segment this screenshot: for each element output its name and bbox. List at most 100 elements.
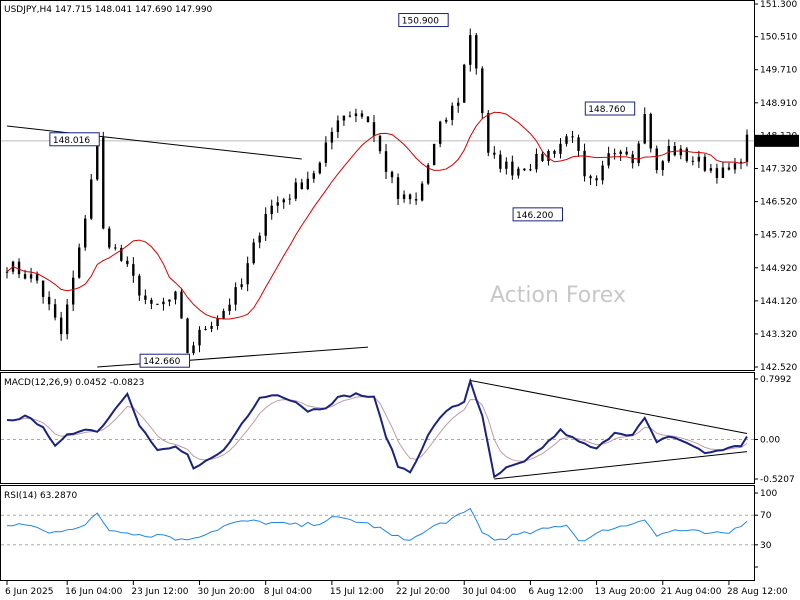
rsi-header: RSI(14) 63.2870 xyxy=(4,491,77,501)
price-bar-body xyxy=(288,198,291,200)
grid-lines xyxy=(1,140,754,546)
price-bar-body xyxy=(282,199,285,203)
price-bar-body xyxy=(577,137,580,151)
price-ytick-label: 143.320 xyxy=(760,330,797,340)
price-bar-body xyxy=(408,194,412,200)
price-bar-body xyxy=(685,148,689,161)
price-bar-body xyxy=(186,318,189,354)
x-tick-label: 6 Aug 12:00 xyxy=(528,587,583,597)
rsi-ytick-label: 70 xyxy=(760,511,772,521)
price-bar-body xyxy=(661,161,664,171)
price-bar-body xyxy=(673,145,676,156)
price-bar-body xyxy=(228,304,231,311)
price-bar-body xyxy=(679,148,683,156)
macd-line xyxy=(6,377,748,479)
x-tick-label: 6 Jun 2025 xyxy=(5,587,53,597)
price-bar-body xyxy=(360,113,364,117)
rsi-series xyxy=(7,507,748,542)
macd-panel xyxy=(0,372,755,484)
price-bar-body xyxy=(336,120,340,132)
price-bar-body xyxy=(697,156,701,162)
price-bar-body xyxy=(547,150,550,162)
price-bar-body xyxy=(463,64,466,103)
rsi-ytick-label: 100 xyxy=(760,489,777,499)
price-panel xyxy=(0,0,755,371)
price-bar-body xyxy=(499,154,502,169)
price-bar-body xyxy=(432,143,436,166)
price-bar-body xyxy=(35,274,39,281)
price-ytick-label: 151.300 xyxy=(760,0,797,10)
x-tick-label: 8 Jul 04:00 xyxy=(264,587,313,597)
price-bar-body xyxy=(276,202,279,206)
macd-trendline xyxy=(470,379,748,434)
price-bar-body xyxy=(330,131,334,143)
price-bar-body xyxy=(41,280,45,297)
price-bar-body xyxy=(168,299,171,302)
price-trendline xyxy=(97,346,369,368)
price-bar-body xyxy=(312,173,316,179)
price-bar-body xyxy=(541,153,544,162)
price-bar-body xyxy=(378,135,382,152)
price-ytick-label: 150.510 xyxy=(760,33,797,43)
price-bar-body xyxy=(655,148,658,171)
price-bar-body xyxy=(511,161,514,176)
price-bar-body xyxy=(505,161,508,169)
price-bar-body xyxy=(180,291,183,319)
price-level-box xyxy=(584,101,636,116)
macd-ytick-label: -0.5207 xyxy=(760,475,795,485)
price-bar-body xyxy=(457,102,460,106)
price-bar-body xyxy=(384,151,388,172)
price-bar-body xyxy=(517,168,520,176)
price-bar-body xyxy=(667,145,670,162)
price-ytick-label: 148.910 xyxy=(760,99,797,109)
price-bar-body xyxy=(96,137,99,180)
x-tick-label: 30 Jun 20:00 xyxy=(198,587,255,597)
price-bar-body xyxy=(90,179,93,219)
price-bar-body xyxy=(390,171,394,178)
price-bar-body xyxy=(637,143,640,164)
price-trendline xyxy=(6,125,302,160)
price-bar-body xyxy=(571,136,574,138)
price-bar-body xyxy=(108,228,111,248)
price-bar-body xyxy=(23,274,27,279)
price-bar-body xyxy=(294,182,297,199)
price-ytick-label: 144.120 xyxy=(760,297,797,307)
price-ytick-label: 142.520 xyxy=(760,363,797,373)
price-bar-body xyxy=(493,152,496,155)
price-bar-body xyxy=(132,264,135,276)
price-level-label: 148.016 xyxy=(53,136,90,146)
macd-header: MACD(12,26,9) 0.0452 -0.0823 xyxy=(4,378,144,388)
x-tick-label: 28 Aug 12:00 xyxy=(727,587,788,597)
price-bar-body xyxy=(318,162,322,174)
price-bar-body xyxy=(396,177,400,199)
price-bar-body xyxy=(715,168,719,178)
price-bar-body xyxy=(553,150,556,154)
price-bar-body xyxy=(438,121,442,144)
price-bar-body xyxy=(234,287,237,305)
macd-signal-line xyxy=(6,396,748,462)
price-bar-body xyxy=(324,142,328,163)
price-bar-body xyxy=(306,178,310,190)
price-bar-body xyxy=(727,167,731,170)
watermark: Action Forex xyxy=(490,283,626,308)
price-bar-body xyxy=(300,182,303,190)
price-bar-body xyxy=(475,35,478,69)
current-price-label: 147.990 xyxy=(758,137,795,147)
price-bar-body xyxy=(402,194,406,199)
price-bar-body xyxy=(198,329,201,346)
price-bar-body xyxy=(372,122,376,136)
price-bar-body xyxy=(162,301,165,305)
price-bar-body xyxy=(559,143,562,154)
price-bar-body xyxy=(65,304,69,335)
x-tick-label: 21 Aug 04:00 xyxy=(661,587,722,597)
price-bar-body xyxy=(78,247,81,278)
x-tick-label: 13 Aug 20:00 xyxy=(595,587,656,597)
price-level-label: 142.660 xyxy=(143,357,180,367)
price-bar-body xyxy=(426,165,430,184)
macd-series xyxy=(6,377,748,480)
price-bar-body xyxy=(745,134,749,162)
moving-average-line xyxy=(6,111,748,320)
price-bar-body xyxy=(47,296,51,305)
price-bar-body xyxy=(252,242,255,264)
price-ytick-label: 144.920 xyxy=(760,264,797,274)
